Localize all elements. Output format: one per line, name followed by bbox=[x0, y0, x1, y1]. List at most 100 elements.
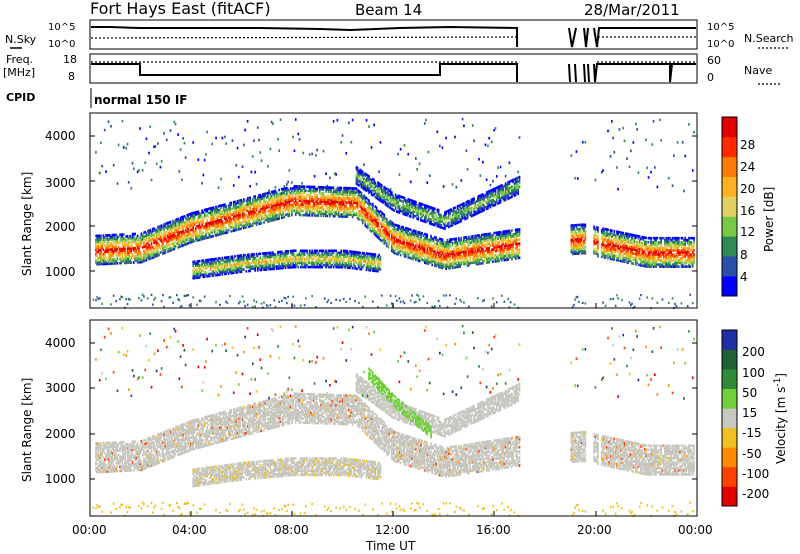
heatmap-cell bbox=[387, 239, 389, 243]
heatmap-cell bbox=[256, 266, 259, 270]
heatmap-cell bbox=[229, 218, 231, 221]
heatmap-cell bbox=[421, 207, 423, 210]
heatmap-cell bbox=[163, 229, 165, 232]
heatmap-cell bbox=[159, 224, 162, 228]
heatmap-cell bbox=[160, 300, 163, 303]
heatmap-cell bbox=[221, 226, 224, 229]
heatmap-cell bbox=[172, 233, 174, 237]
heatmap-cell bbox=[245, 255, 248, 259]
heatmap-cell bbox=[354, 259, 356, 262]
heatmap-cell bbox=[454, 253, 456, 257]
heatmap-cell bbox=[121, 119, 124, 123]
heatmap-cell bbox=[291, 249, 293, 253]
heatmap-cell bbox=[361, 184, 364, 188]
heatmap-cell bbox=[336, 196, 339, 200]
heatmap-cell bbox=[244, 224, 246, 227]
heatmap-cell bbox=[342, 197, 345, 200]
heatmap-cell bbox=[325, 210, 327, 214]
heatmap-cell bbox=[141, 233, 144, 237]
heatmap-cell bbox=[385, 236, 388, 240]
heatmap-cell bbox=[126, 235, 129, 238]
heatmap-cell bbox=[100, 262, 102, 266]
heatmap-cell bbox=[348, 207, 350, 210]
heatmap-cell bbox=[391, 249, 393, 252]
heatmap-cell bbox=[366, 216, 369, 219]
heatmap-cell bbox=[422, 242, 425, 246]
heatmap-cell bbox=[131, 238, 134, 242]
heatmap-cell bbox=[281, 264, 283, 268]
heatmap-cell bbox=[273, 206, 276, 209]
heatmap-cell bbox=[296, 263, 298, 267]
heatmap-cell bbox=[316, 214, 319, 217]
heatmap-cell bbox=[287, 200, 289, 204]
heatmap-cell bbox=[440, 242, 442, 245]
heatmap-cell bbox=[354, 213, 356, 217]
heatmap-cell bbox=[318, 263, 321, 267]
heatmap-cell bbox=[334, 194, 336, 198]
heatmap-cell bbox=[265, 218, 268, 222]
heatmap-cell bbox=[133, 232, 135, 236]
heatmap-cell bbox=[322, 263, 325, 267]
heatmap-cell bbox=[168, 235, 171, 238]
heatmap-cell bbox=[100, 141, 102, 144]
heatmap-cell bbox=[103, 250, 106, 254]
heatmap-cell bbox=[383, 187, 386, 191]
heatmap-cell bbox=[197, 212, 200, 215]
heatmap-cell bbox=[250, 170, 253, 174]
heatmap-cell bbox=[159, 237, 162, 240]
heatmap-cell bbox=[353, 207, 355, 211]
heatmap-cell bbox=[289, 206, 292, 209]
heatmap-cell bbox=[385, 187, 388, 191]
heatmap-cell bbox=[359, 215, 362, 218]
heatmap-cell bbox=[349, 197, 351, 200]
heatmap-cell bbox=[148, 239, 150, 243]
heatmap-cell bbox=[351, 193, 354, 196]
heatmap-cell bbox=[177, 229, 179, 233]
heatmap-cell bbox=[291, 265, 293, 269]
heatmap-cell bbox=[162, 244, 164, 247]
heatmap-cell bbox=[205, 271, 207, 274]
heatmap-cell bbox=[326, 196, 329, 199]
heatmap-cell bbox=[198, 267, 201, 271]
heatmap-cell bbox=[422, 238, 425, 242]
heatmap-cell bbox=[415, 252, 417, 255]
heatmap-cell bbox=[384, 233, 387, 236]
heatmap-cell bbox=[322, 212, 325, 216]
heatmap-cell bbox=[355, 187, 358, 190]
heatmap-cell bbox=[350, 207, 353, 210]
heatmap-cell bbox=[308, 210, 311, 213]
heatmap-cell bbox=[441, 256, 444, 260]
heatmap-cell bbox=[409, 234, 412, 238]
heatmap-cell bbox=[263, 258, 265, 261]
heatmap-cell bbox=[351, 213, 354, 217]
heatmap-cell bbox=[451, 266, 454, 270]
heatmap-cell bbox=[299, 253, 302, 257]
heatmap-cell bbox=[316, 204, 319, 207]
heatmap-cell bbox=[100, 254, 102, 258]
heatmap-cell bbox=[277, 207, 279, 210]
heatmap-cell bbox=[358, 184, 360, 187]
heatmap-cell bbox=[447, 209, 450, 212]
heatmap-cell bbox=[307, 253, 310, 257]
heatmap-cell bbox=[181, 218, 183, 221]
heatmap-cell bbox=[360, 202, 363, 205]
heatmap-cell bbox=[107, 250, 110, 253]
heatmap-cell bbox=[164, 226, 167, 230]
heatmap-cell bbox=[303, 263, 306, 267]
heatmap-cell bbox=[391, 229, 393, 232]
heatmap-cell bbox=[262, 211, 264, 214]
heatmap-cell bbox=[179, 224, 182, 228]
heatmap-cell bbox=[124, 239, 126, 242]
heatmap-cell bbox=[294, 259, 297, 263]
heatmap-cell bbox=[368, 179, 370, 182]
heatmap-cell bbox=[173, 120, 176, 124]
heatmap-cell bbox=[380, 194, 383, 197]
heatmap-cell bbox=[392, 196, 394, 199]
heatmap-cell bbox=[312, 199, 315, 203]
heatmap-cell bbox=[402, 300, 405, 303]
heatmap-cell bbox=[229, 210, 231, 213]
heatmap-cell bbox=[179, 245, 182, 248]
heatmap-cell bbox=[427, 205, 430, 208]
heatmap-cell bbox=[221, 256, 224, 260]
heatmap-cell bbox=[163, 239, 165, 243]
